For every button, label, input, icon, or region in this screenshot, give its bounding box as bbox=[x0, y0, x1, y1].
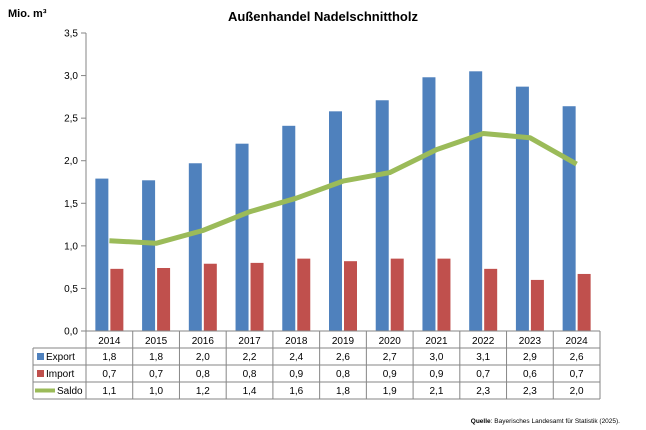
import-bar-2019 bbox=[344, 261, 357, 331]
export-bar-2018 bbox=[282, 125, 296, 331]
data-label-import-2014: 0,7 bbox=[102, 369, 116, 380]
source-note: Quelle: Bayerisches Landesamt für Statis… bbox=[471, 418, 620, 425]
import-bar-2015 bbox=[157, 267, 171, 331]
data-label-import-2020: 0,9 bbox=[383, 369, 397, 380]
y-tick-label: 0,0 bbox=[64, 327, 78, 338]
data-label-export-2022: 3,1 bbox=[476, 352, 490, 363]
data-label-saldo-2021: 2,1 bbox=[430, 386, 444, 397]
x-tick-label-2022: 2022 bbox=[472, 336, 495, 347]
data-label-saldo-2016: 1,2 bbox=[196, 386, 210, 397]
data-label-import-2019: 0,8 bbox=[336, 369, 350, 380]
y-tick-label: 3,0 bbox=[64, 71, 78, 82]
export-bar-2020 bbox=[375, 100, 389, 332]
legend-label-import: Import bbox=[46, 369, 75, 380]
data-label-saldo-2019: 1,8 bbox=[336, 386, 350, 397]
source-text: : Bayerisches Landesamt für Statistik (2… bbox=[490, 418, 620, 425]
legend-key-export bbox=[37, 353, 44, 360]
data-label-import-2024: 0,7 bbox=[570, 369, 584, 380]
saldo-polyline bbox=[109, 131, 578, 246]
data-label-saldo-2024: 2,0 bbox=[570, 386, 584, 397]
data-label-import-2021: 0,9 bbox=[430, 369, 444, 380]
export-bar-2014 bbox=[95, 178, 109, 331]
x-tick-label-2015: 2015 bbox=[145, 336, 168, 347]
data-label-export-2020: 2,7 bbox=[383, 352, 397, 363]
y-axis: 0,0 0,5 1,0 1,5 2,0 2,5 3,0 3,5 bbox=[64, 29, 87, 338]
x-tick-label-2024: 2024 bbox=[566, 336, 589, 347]
data-label-export-2023: 2,9 bbox=[523, 352, 537, 363]
y-tick-label: 0,5 bbox=[64, 284, 78, 295]
export-bar-2024 bbox=[562, 106, 576, 331]
data-label-export-2016: 2,0 bbox=[196, 352, 210, 363]
data-label-import-2016: 0,8 bbox=[196, 369, 210, 380]
data-table: 2014 2015 2016 2017 2018 2019 2020 2021 2022 2023… bbox=[32, 330, 601, 400]
source-label: Quelle bbox=[470, 418, 491, 425]
data-label-saldo-2014: 1,1 bbox=[102, 386, 116, 397]
x-tick-label-2020: 2020 bbox=[379, 336, 402, 347]
data-label-saldo-2018: 1,6 bbox=[289, 386, 303, 397]
import-bar-2017 bbox=[250, 262, 264, 331]
export-bar-2022 bbox=[469, 71, 483, 332]
data-label-saldo-2022: 2,3 bbox=[476, 386, 490, 397]
y-axis-unit: Mio. m³ bbox=[8, 8, 47, 20]
x-tick-label-2021: 2021 bbox=[425, 336, 448, 347]
data-label-import-2018: 0,9 bbox=[289, 369, 303, 380]
data-label-import-2015: 0,7 bbox=[149, 369, 163, 380]
x-tick-label-2016: 2016 bbox=[192, 336, 215, 347]
y-tick-label: 1,5 bbox=[64, 199, 78, 210]
export-bar-2019 bbox=[329, 111, 342, 332]
import-bar-2020 bbox=[390, 258, 404, 331]
legend-key-import bbox=[37, 370, 44, 377]
import-bar-2023 bbox=[530, 279, 544, 331]
export-bar-2016 bbox=[188, 163, 202, 331]
data-label-saldo-2020: 1,9 bbox=[383, 386, 397, 397]
data-label-import-2017: 0,8 bbox=[243, 369, 257, 380]
y-tick-label: 2,5 bbox=[64, 114, 78, 125]
data-label-saldo-2023: 2,3 bbox=[523, 386, 537, 397]
export-bar-2015 bbox=[142, 180, 156, 331]
import-bar-2021 bbox=[437, 258, 451, 331]
data-label-saldo-2017: 1,4 bbox=[243, 386, 257, 397]
data-label-import-2022: 0,7 bbox=[476, 369, 490, 380]
import-bar-2014 bbox=[110, 268, 124, 331]
data-label-export-2018: 2,4 bbox=[289, 352, 303, 363]
saldo-line bbox=[109, 131, 578, 246]
chart-title: Außenhandel Nadelschnittholz bbox=[228, 9, 418, 24]
import-bar-2016 bbox=[203, 263, 217, 331]
x-tick-label-2017: 2017 bbox=[238, 336, 261, 347]
legend-label-saldo: Saldo bbox=[57, 386, 83, 397]
y-tick-label: 2,0 bbox=[64, 156, 78, 167]
y-tick-label: 3,5 bbox=[64, 29, 78, 40]
export-bar-2017 bbox=[235, 143, 249, 331]
export-bar-2023 bbox=[515, 86, 529, 331]
x-tick-label-2019: 2019 bbox=[332, 336, 355, 347]
data-label-export-2015: 1,8 bbox=[149, 352, 163, 363]
legend-label-export: Export bbox=[46, 352, 75, 363]
x-tick-label-2023: 2023 bbox=[519, 336, 542, 347]
data-label-export-2021: 3,0 bbox=[430, 352, 444, 363]
x-tick-label-2018: 2018 bbox=[285, 336, 308, 347]
data-label-export-2024: 2,6 bbox=[570, 352, 584, 363]
data-label-export-2014: 1,8 bbox=[102, 352, 116, 363]
import-bar-2018 bbox=[297, 258, 311, 331]
data-label-import-2023: 0,6 bbox=[523, 369, 537, 380]
export-bar-2021 bbox=[422, 77, 436, 331]
x-tick-label-2014: 2014 bbox=[98, 336, 121, 347]
bars bbox=[95, 71, 591, 332]
y-tick-label: 1,0 bbox=[64, 241, 78, 252]
data-label-saldo-2015: 1,0 bbox=[149, 386, 163, 397]
import-bar-2024 bbox=[577, 273, 591, 331]
data-label-export-2019: 2,6 bbox=[336, 352, 350, 363]
data-label-export-2017: 2,2 bbox=[243, 352, 257, 363]
import-bar-2022 bbox=[484, 268, 498, 331]
